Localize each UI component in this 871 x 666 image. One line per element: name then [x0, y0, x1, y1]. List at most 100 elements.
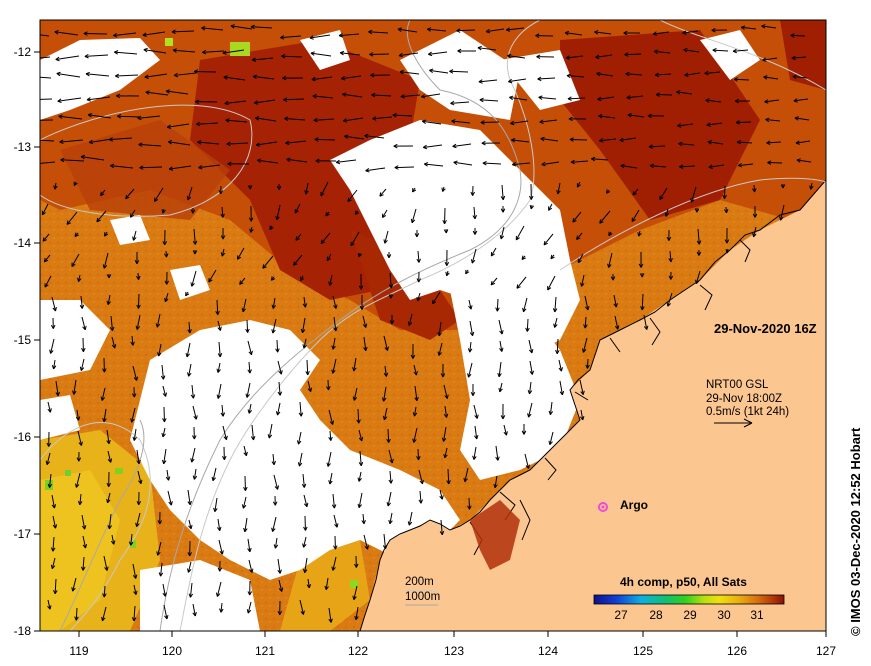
current-vector — [253, 75, 275, 80]
current-vector — [421, 93, 441, 98]
current-vector — [82, 556, 85, 571]
current-vector-head — [640, 306, 645, 311]
current-vector — [54, 578, 57, 594]
current-vector-head — [125, 194, 130, 200]
lon-tick-label: 122 — [348, 644, 368, 658]
current-vector — [115, 74, 139, 77]
current-vector — [566, 75, 585, 78]
current-vector-head — [418, 499, 424, 504]
current-vector — [72, 577, 77, 592]
current-vector — [53, 359, 56, 370]
current-vector-head — [655, 92, 660, 97]
current-vector — [498, 361, 502, 377]
current-vector-head — [84, 53, 89, 59]
current-vector — [613, 294, 617, 308]
current-vector-head — [278, 587, 284, 592]
current-vector — [443, 426, 447, 442]
current-vector — [763, 76, 779, 80]
current-vector — [312, 95, 334, 99]
current-vector-head — [795, 140, 800, 145]
current-vector — [226, 142, 249, 145]
current-vector-head — [527, 389, 533, 395]
current-vector — [343, 117, 364, 122]
current-vector-head — [223, 75, 228, 80]
current-vector — [145, 91, 169, 96]
current-vector-head — [352, 595, 357, 601]
current-vector — [216, 299, 219, 315]
current-vector — [482, 162, 502, 165]
current-vector — [262, 255, 274, 269]
current-vector — [347, 189, 358, 202]
current-vector — [160, 562, 163, 577]
current-vector — [272, 318, 277, 334]
current-vector-head — [481, 140, 486, 146]
current-vector-head — [172, 48, 177, 53]
current-vector-head — [583, 324, 588, 329]
current-vector — [85, 73, 110, 77]
current-vector-head — [580, 282, 585, 287]
current-vector — [684, 72, 701, 76]
current-vector-head — [113, 32, 118, 38]
current-vector — [669, 250, 672, 262]
current-vector-head — [439, 530, 445, 536]
current-vector — [355, 606, 359, 620]
current-vector-head — [334, 523, 339, 528]
current-vector-head — [219, 608, 224, 613]
current-vector — [224, 100, 247, 104]
current-vector-head — [162, 592, 167, 597]
current-vector-head — [307, 387, 313, 392]
current-vector-head — [507, 53, 512, 59]
current-vector-head — [359, 305, 365, 310]
current-vector-head — [82, 544, 88, 549]
current-vector-head — [581, 348, 587, 353]
current-vector-head — [696, 251, 702, 256]
current-vector — [277, 360, 282, 375]
current-vector — [556, 338, 559, 354]
current-vector-head — [790, 33, 795, 38]
current-vector-head — [47, 605, 52, 610]
current-vector — [307, 380, 312, 392]
current-vector-head — [552, 308, 558, 313]
current-vector-head — [331, 345, 336, 350]
current-vector — [495, 445, 499, 461]
current-vector-head — [354, 210, 360, 215]
lat-tick-label: -18 — [14, 624, 32, 638]
current-vector — [417, 448, 420, 460]
current-vector — [353, 357, 357, 372]
current-vector-head — [439, 495, 444, 500]
current-vector — [47, 599, 51, 610]
colorbar-title: 4h comp, p50, All Sats — [620, 575, 747, 589]
current-vector-head — [269, 225, 274, 231]
current-vector-head — [325, 211, 330, 217]
current-vector — [281, 55, 303, 58]
current-vector — [364, 135, 385, 139]
lat-tick-label: -17 — [14, 527, 32, 541]
current-vector — [342, 93, 363, 98]
current-vector-head — [696, 240, 702, 245]
current-vector-head — [309, 35, 314, 40]
current-vector-head — [104, 232, 109, 237]
current-vector-head — [190, 394, 196, 399]
current-vector — [107, 450, 112, 463]
current-vector-head — [525, 464, 530, 469]
current-vector-head — [192, 435, 197, 440]
colorbar-tick: 27 — [614, 608, 628, 622]
current-vector — [333, 514, 338, 528]
current-vector — [239, 277, 246, 285]
current-vector-head — [194, 69, 199, 74]
current-vector-head — [275, 348, 280, 353]
current-vector — [582, 337, 588, 353]
current-vector-head — [343, 118, 348, 123]
current-vector-head — [666, 236, 672, 241]
current-vector-head — [529, 195, 534, 200]
current-vector-head — [470, 191, 475, 196]
current-vector-head — [187, 552, 193, 557]
current-vector — [40, 161, 56, 164]
current-vector — [447, 468, 450, 485]
current-vector — [522, 297, 528, 312]
current-vector-head — [166, 124, 172, 129]
current-vector-head — [109, 326, 115, 331]
current-vector-head — [414, 233, 420, 238]
current-vector-head — [422, 144, 428, 150]
current-vector — [372, 116, 393, 120]
